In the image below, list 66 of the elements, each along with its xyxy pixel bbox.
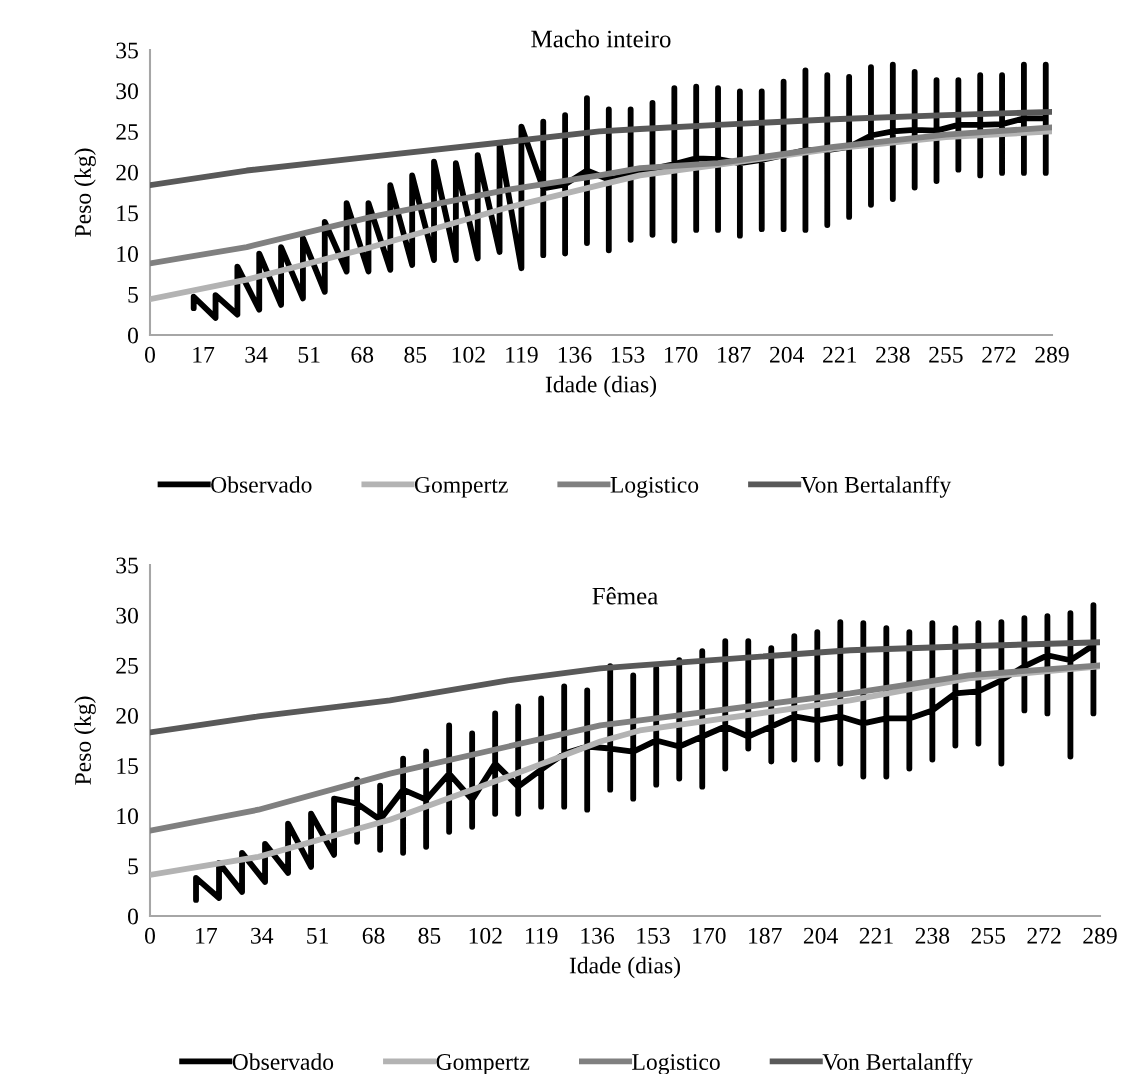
- x-tick-label: 34: [245, 346, 268, 363]
- text: Fêmea: [592, 586, 658, 605]
- y-tick-label: 25: [116, 657, 138, 674]
- x-tick-label: 238: [876, 346, 910, 363]
- x-tick-label: 272: [982, 346, 1016, 363]
- x-tick-label: 136: [558, 346, 592, 363]
- y-tick-label: 20: [116, 707, 138, 724]
- x-tick-label: 204: [770, 346, 805, 363]
- y-tick-label: 30: [116, 83, 138, 100]
- x-tick-label: 0: [145, 346, 155, 363]
- x-tick-label: 255: [971, 927, 1006, 944]
- y-tick-label: 10: [117, 246, 138, 262]
- legend-label: Logistico: [610, 476, 699, 498]
- x-tick-label: 170: [693, 927, 726, 944]
- y-tick-label: 35: [116, 42, 138, 59]
- y-tick-label: 15: [117, 758, 138, 774]
- x-tick-label: 102: [469, 927, 502, 944]
- x-tick-label: 187: [749, 927, 782, 944]
- x-tick-label: 85: [404, 346, 427, 363]
- x-tick-label: 221: [823, 346, 857, 363]
- x-tick-label: 68: [351, 346, 374, 363]
- legend-label: Von Bertalanffy: [800, 475, 952, 498]
- y-tick-label: 20: [116, 164, 138, 181]
- x-tick-label: 34: [251, 927, 274, 944]
- legend-label: Gompertz: [414, 476, 508, 498]
- x-axis-title: Idade (dias): [545, 375, 657, 398]
- chart-title: Macho inteiro: [531, 29, 671, 48]
- legend-label: Logistico: [632, 1054, 720, 1074]
- x-axis-title: Idade (dias): [569, 956, 681, 979]
- legend-label: Observado: [211, 476, 312, 493]
- x-tick-label: 51: [307, 927, 329, 944]
- y-tick-label: 35: [116, 557, 138, 574]
- x-tick-label: 119: [525, 927, 558, 944]
- x-tick-label: 272: [1027, 927, 1061, 944]
- x-tick-label: 221: [859, 927, 893, 944]
- x-tick-label: 119: [506, 346, 538, 363]
- y-tick-label: 0: [127, 327, 138, 344]
- x-tick-label: 255: [929, 346, 963, 363]
- x-tick-label: 17: [196, 927, 218, 944]
- x-tick-label: 204: [803, 927, 838, 944]
- x-tick-label: 170: [664, 346, 698, 363]
- y-axis-title: Peso (kg): [74, 148, 96, 237]
- x-tick-label: 238: [915, 927, 950, 944]
- x-tick-label: 68: [362, 927, 385, 944]
- y-tick-label: 25: [116, 123, 138, 140]
- y-tick-label: 5: [128, 858, 138, 875]
- y-tick-label: 10: [117, 808, 138, 825]
- x-tick-label: 17: [193, 346, 215, 363]
- x-tick-label: 136: [581, 927, 615, 944]
- x-tick-label: 51: [298, 346, 320, 363]
- x-tick-label: 85: [418, 927, 441, 944]
- x-tick-label: 289: [1035, 346, 1069, 363]
- y-axis-title: Peso (kg): [74, 696, 96, 785]
- y-tick-label: 15: [117, 205, 138, 222]
- legend-label: Gompertz: [436, 1054, 530, 1074]
- x-tick-label: 102: [452, 346, 485, 363]
- y-tick-label: 5: [128, 287, 138, 303]
- legend-label: Von Bertalanffy: [822, 1053, 973, 1074]
- legend-label: Observado: [232, 1053, 334, 1070]
- x-tick-label: 153: [637, 927, 670, 944]
- x-tick-label: 153: [611, 346, 645, 363]
- y-tick-label: 30: [116, 607, 138, 624]
- y-tick-label: 0: [127, 908, 138, 925]
- x-tick-label: 187: [718, 346, 751, 363]
- x-tick-label: 289: [1083, 927, 1117, 944]
- x-tick-label: 0: [145, 927, 155, 944]
